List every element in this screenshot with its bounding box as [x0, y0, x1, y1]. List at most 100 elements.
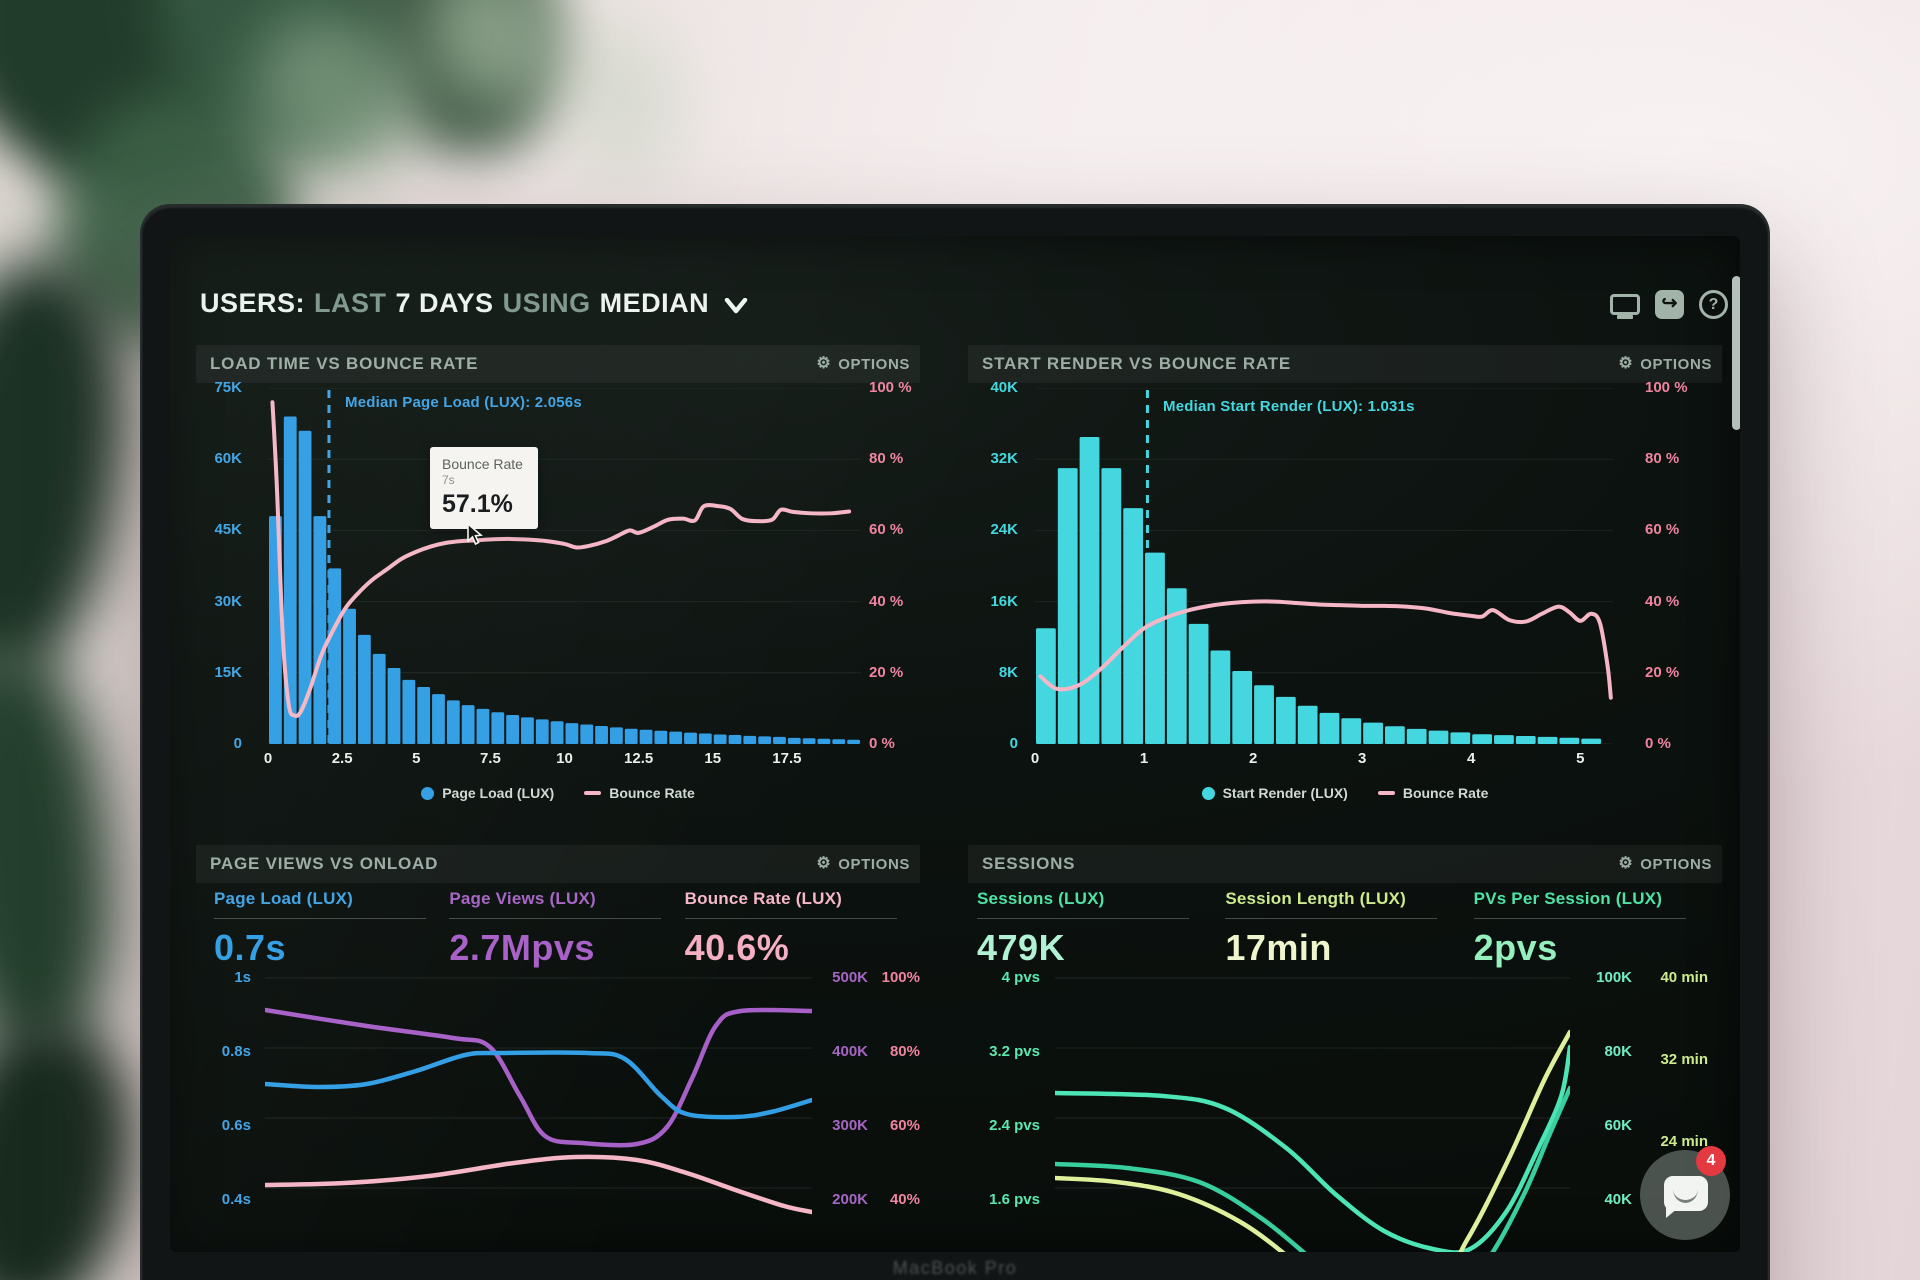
metric-label: Sessions (LUX)	[977, 889, 1105, 908]
options-button[interactable]: ⚙ OPTIONS	[1618, 356, 1712, 373]
axis-tick: 300K	[832, 1117, 868, 1134]
axis-tick: 20 %	[869, 663, 904, 681]
axis-tick: 0.4s	[221, 1191, 251, 1208]
metric-value: 479K	[977, 927, 1066, 968]
panel-header: START RENDER VS BOUNCE RATE ⚙ OPTIONS	[968, 345, 1722, 383]
axis-tick: 3	[1357, 750, 1367, 767]
title-median: MEDIAN	[599, 288, 710, 318]
axis-tick: 4 pvs	[1001, 969, 1040, 986]
gear-icon: ⚙	[816, 355, 832, 372]
axis-tick: 80 %	[869, 450, 904, 468]
legend-item[interactable]: Page Load (LUX)	[421, 785, 554, 801]
axis-tick: 45K	[214, 521, 242, 539]
dashboard-screen: USERS: LAST 7 DAYS USING MEDIAN ↪ ? LOAD…	[170, 236, 1740, 1252]
legend-label: Bounce Rate	[1402, 785, 1489, 801]
axis-tick: 0.6s	[221, 1117, 251, 1134]
legend-label: Bounce Rate	[609, 785, 695, 801]
axis-tick: 80K	[1604, 1043, 1632, 1060]
panel-title: LOAD TIME VS BOUNCE RATE	[210, 354, 479, 373]
chat-widget-button[interactable]: 4	[1640, 1146, 1730, 1240]
gear-icon: ⚙	[1618, 355, 1634, 372]
metric-label: Session Length (LUX)	[1225, 889, 1406, 908]
metric-label: Bounce Rate (LUX)	[684, 889, 843, 908]
axis-tick: 200K	[832, 1191, 868, 1208]
axis-tick: 0	[1009, 734, 1018, 752]
axis-tick: 500K	[832, 969, 868, 986]
page-views-line-chart[interactable]	[265, 960, 812, 1252]
title-using: USING	[502, 288, 591, 318]
axis-tick: 2	[1248, 750, 1258, 767]
metric-label: Page Views (LUX)	[449, 889, 596, 908]
y-axis-right-length: 40 min 32 min 24 min	[1642, 966, 1708, 1212]
y-axis-right-bounce: 100% 80% 60% 40%	[874, 966, 920, 1212]
legend-item[interactable]: Bounce Rate	[1377, 785, 1489, 801]
median-annotation: Median Page Load (LUX): 2.056s	[345, 394, 582, 411]
panel-title: PAGE VIEWS VS ONLOAD	[210, 854, 439, 873]
y-axis-left: 40K 32K 24K 16K 8K 0	[968, 376, 1018, 756]
median-annotation: Median Start Render (LUX): 1.031s	[1163, 398, 1415, 415]
axis-tick: 0	[263, 750, 273, 767]
axis-tick: 0 %	[1645, 734, 1671, 752]
axis-tick: 400K	[832, 1043, 868, 1060]
plant-leaf	[547, 10, 693, 190]
chart-legend: Start Render (LUX) Bounce Rate	[968, 785, 1722, 801]
axis-tick: 40 %	[869, 592, 904, 610]
legend-label: Start Render (LUX)	[1222, 785, 1348, 801]
axis-tick: 60K	[214, 450, 242, 468]
options-label: OPTIONS	[838, 355, 910, 373]
options-button[interactable]: ⚙ OPTIONS	[816, 356, 910, 373]
scrollbar-thumb[interactable]	[1732, 276, 1740, 430]
metric-underline	[1473, 918, 1686, 919]
axis-tick: 60K	[1604, 1117, 1632, 1134]
axis-tick: 100 %	[869, 379, 912, 396]
start-render-histogram[interactable]	[1035, 388, 1613, 744]
panel-header: LOAD TIME VS BOUNCE RATE ⚙ OPTIONS	[196, 345, 920, 383]
axis-tick: 40K	[990, 379, 1018, 396]
axis-tick: 20 %	[1645, 663, 1680, 681]
chart-legend: Page Load (LUX) Bounce Rate	[196, 785, 920, 801]
axis-tick: 60 %	[1645, 521, 1680, 539]
metric-value: 2.7Mpvs	[449, 927, 595, 968]
legend-dash-icon	[1377, 791, 1395, 795]
panel-title: SESSIONS	[982, 854, 1076, 873]
axis-tick: 75K	[214, 379, 242, 396]
axis-tick: 32 min	[1660, 1051, 1708, 1068]
chart-tooltip: Bounce Rate 7s 57.1%	[430, 447, 538, 529]
legend-label: Page Load (LUX)	[442, 785, 555, 801]
options-label: OPTIONS	[1640, 855, 1712, 873]
options-label: OPTIONS	[838, 855, 910, 873]
axis-tick: 5	[412, 750, 421, 767]
page-title[interactable]: USERS: LAST 7 DAYS USING MEDIAN	[200, 286, 748, 321]
legend-item[interactable]: Start Render (LUX)	[1201, 785, 1348, 801]
y-axis-left: 4 pvs 3.2 pvs 2.4 pvs 1.6 pvs	[968, 966, 1040, 1212]
axis-tick: 80 %	[1645, 450, 1680, 468]
axis-tick: 8K	[998, 663, 1018, 681]
options-button[interactable]: ⚙ OPTIONS	[1618, 856, 1712, 873]
metric-underline	[684, 918, 897, 919]
axis-tick: 3.2 pvs	[989, 1043, 1040, 1060]
x-axis: 0 1 2 3 4 5	[1031, 750, 1613, 774]
y-axis-right-pageviews: 500K 400K 300K 200K	[796, 966, 868, 1212]
axis-tick: 40%	[889, 1191, 920, 1208]
axis-tick: 16K	[990, 592, 1018, 610]
y-axis-right: 100 % 80 % 60 % 40 % 20 % 0 %	[1645, 376, 1705, 756]
tooltip-series: Bounce Rate	[442, 456, 523, 472]
display-icon[interactable]	[1610, 294, 1640, 315]
share-icon[interactable]: ↪	[1655, 290, 1684, 319]
axis-tick: 24 min	[1660, 1133, 1708, 1150]
axis-tick: 40 min	[1660, 969, 1708, 986]
sessions-line-chart[interactable]	[1055, 960, 1570, 1252]
load-time-histogram[interactable]	[268, 388, 861, 744]
axis-tick: 2.4 pvs	[989, 1117, 1040, 1134]
legend-item[interactable]: Bounce Rate	[584, 785, 695, 801]
panel-header: PAGE VIEWS VS ONLOAD ⚙ OPTIONS	[196, 845, 920, 883]
chat-notification-badge: 4	[1696, 1146, 1726, 1176]
metric: PVs Per Session (LUX) 2pvs	[1473, 889, 1722, 969]
axis-tick: 1	[1139, 750, 1149, 767]
help-icon[interactable]: ?	[1699, 290, 1728, 319]
chevron-down-icon[interactable]	[724, 290, 748, 321]
axis-tick: 1s	[234, 969, 251, 986]
options-button[interactable]: ⚙ OPTIONS	[816, 856, 910, 873]
axis-tick: 40 %	[1645, 592, 1680, 610]
